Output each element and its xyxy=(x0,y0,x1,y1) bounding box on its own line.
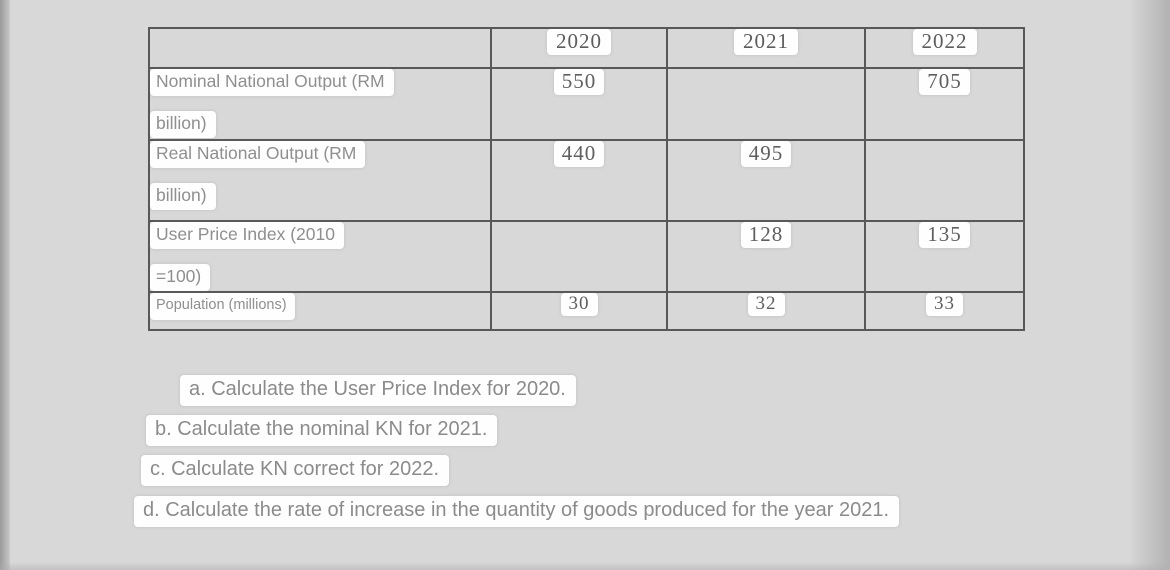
row-label-population: Population (millions) xyxy=(148,291,492,331)
question-a-text: a. Calculate the User Price Index for 20… xyxy=(180,375,576,406)
cell-value: 30 xyxy=(560,293,598,316)
economic-data-table: 2020 2021 2022 Nominal National Output (… xyxy=(148,27,1025,331)
question-d: d. Calculate the rate of increase in the… xyxy=(134,496,900,527)
header-cell-2022: 2022 xyxy=(864,27,1025,69)
page-bottom-edge-shadow xyxy=(0,562,1170,570)
row-label-real-output: Real National Output (RM billion) xyxy=(148,139,492,222)
row-label-line: =100) xyxy=(150,264,211,291)
cell-upi-2021: 128 xyxy=(666,220,866,293)
table-row-price-index: User Price Index (2010 =100) 128 135 xyxy=(148,220,1025,293)
cell-nominal-2022: 705 xyxy=(864,67,1025,141)
header-cell-2021: 2021 xyxy=(666,27,866,69)
row-label-line: User Price Index (2010 xyxy=(150,222,344,249)
row-label-line: billion) xyxy=(150,183,216,210)
question-d-text: d. Calculate the rate of increase in the… xyxy=(134,496,900,527)
cell-value: 135 xyxy=(919,222,970,248)
row-label-line: Nominal National Output (RM xyxy=(150,69,394,96)
cell-upi-2020 xyxy=(490,220,668,293)
row-label-line: billion) xyxy=(150,111,216,138)
row-label-line: Population (millions) xyxy=(150,293,295,320)
question-c: c. Calculate KN correct for 2022. xyxy=(141,455,450,486)
page-left-edge-shadow xyxy=(0,0,10,570)
cell-real-2022 xyxy=(864,139,1025,222)
cell-pop-2021: 32 xyxy=(666,291,866,331)
cell-nominal-2021 xyxy=(666,67,866,141)
header-cell-2020: 2020 xyxy=(490,27,668,69)
cell-pop-2022: 33 xyxy=(864,291,1025,331)
header-row: 2020 2021 2022 xyxy=(148,27,1025,69)
cell-value: 705 xyxy=(919,69,970,95)
year-label-2020: 2020 xyxy=(547,29,611,55)
cell-value: 128 xyxy=(740,222,792,248)
cell-value: 33 xyxy=(926,293,963,316)
cell-upi-2022: 135 xyxy=(864,220,1025,293)
row-label-price-index: User Price Index (2010 =100) xyxy=(148,220,492,293)
question-b-text: b. Calculate the nominal KN for 2021. xyxy=(146,415,498,446)
table-row-nominal-output: Nominal National Output (RM billion) 550… xyxy=(148,67,1025,141)
table-row-population: Population (millions) 30 32 33 xyxy=(148,291,1025,331)
cell-value: 32 xyxy=(747,293,785,316)
question-a: a. Calculate the User Price Index for 20… xyxy=(180,375,576,406)
header-cell-blank xyxy=(148,27,492,69)
page-right-edge-shadow xyxy=(1128,0,1170,570)
cell-value: 440 xyxy=(553,141,605,167)
cell-value: 495 xyxy=(740,141,792,167)
cell-real-2021: 495 xyxy=(666,139,866,222)
cell-real-2020: 440 xyxy=(490,139,668,222)
year-label-2021: 2021 xyxy=(734,29,798,55)
question-b: b. Calculate the nominal KN for 2021. xyxy=(146,415,498,446)
table-row-real-output: Real National Output (RM billion) 440 49… xyxy=(148,139,1025,222)
row-label-line: Real National Output (RM xyxy=(150,141,366,168)
cell-value: 550 xyxy=(553,69,605,95)
cell-nominal-2020: 550 xyxy=(490,67,668,141)
question-c-text: c. Calculate KN correct for 2022. xyxy=(141,455,450,486)
year-label-2022: 2022 xyxy=(912,29,977,55)
row-label-nominal-output: Nominal National Output (RM billion) xyxy=(148,67,492,141)
cell-pop-2020: 30 xyxy=(490,291,668,331)
